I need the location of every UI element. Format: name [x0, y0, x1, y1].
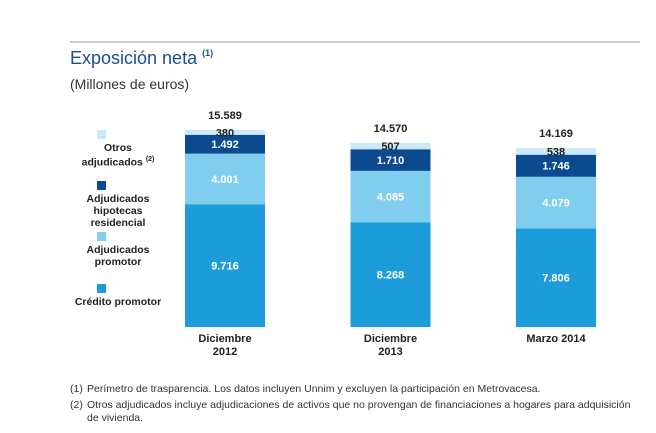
- legend-note: (2): [145, 156, 155, 163]
- footnote-text: Otros adjudicados incluye adjudicaciones…: [87, 399, 631, 424]
- legend-swatch: [97, 232, 106, 241]
- legend-swatch: [97, 130, 106, 139]
- value-label: 7.806: [542, 273, 570, 285]
- footnote: (2) Otros adjudicados incluye adjudicacio…: [70, 399, 645, 425]
- legend-item: Adjudicados promotor: [73, 232, 163, 268]
- legend-label: Adjudicados promotor: [86, 244, 150, 268]
- legend-label: Crédito promotor: [74, 296, 162, 308]
- footnote: (1) Perímetro de trasparencia. Los datos …: [70, 383, 645, 396]
- value-label: 1.492: [211, 139, 239, 151]
- legend-text: Adjudicados hipotecas residencial: [73, 193, 163, 229]
- title-note: (1): [202, 48, 214, 58]
- legend-text: Crédito promotor: [73, 296, 163, 308]
- value-label: 1.710: [377, 155, 405, 167]
- footnote-text: Perímetro de trasparencia. Los datos inc…: [87, 383, 541, 395]
- legend-text: Otros adjudicados (2): [73, 142, 163, 169]
- legend-item: Crédito promotor: [73, 284, 163, 308]
- bar-segment: [516, 147, 596, 155]
- legend-item: Adjudicados hipotecas residencial: [73, 181, 163, 229]
- bar-segment: [350, 149, 431, 171]
- bar-segment: [350, 142, 431, 150]
- legend-swatch: [97, 181, 106, 190]
- value-label: 380: [216, 127, 234, 139]
- subtitle: (Millones de euros): [70, 76, 190, 92]
- value-label: 507: [381, 141, 399, 153]
- x-tick-label: Marzo 2014: [526, 333, 586, 345]
- total-label: 15.589: [208, 110, 242, 122]
- x-tick-label: Diciembre 2012: [198, 333, 252, 358]
- value-label: 538: [547, 146, 565, 158]
- bar-segment: [516, 176, 596, 229]
- x-tick-label: Diciembre 2013: [363, 333, 418, 358]
- bar-segment: [350, 222, 431, 327]
- value-label: 4.085: [377, 192, 405, 204]
- value-label: 1.746: [542, 161, 570, 173]
- bar-segment: [185, 204, 265, 327]
- value-label: 9.716: [211, 261, 239, 273]
- total-label: 14.570: [374, 123, 408, 135]
- footnote-marker: (2): [70, 399, 83, 411]
- chart-title: Exposición neta: [70, 48, 198, 68]
- bar-segment: [350, 170, 431, 223]
- bar-segment: [516, 228, 596, 327]
- legend-swatch: [97, 284, 106, 293]
- bar-segment: [516, 154, 596, 177]
- legend-text: Adjudicados promotor: [73, 244, 163, 268]
- bar-segment: [185, 130, 265, 135]
- bar-segment: [185, 153, 265, 205]
- value-label: 4.001: [211, 174, 239, 186]
- footnote-marker: (1): [70, 383, 83, 395]
- bar-segment: [185, 134, 265, 154]
- legend-label: Otros adjudicados: [81, 142, 143, 169]
- legend-item: Otros adjudicados (2): [73, 130, 163, 169]
- title-block: Exposición neta (1): [70, 48, 213, 69]
- value-label: 8.268: [377, 270, 405, 282]
- legend-label: Adjudicados hipotecas residencial: [86, 193, 150, 229]
- total-label: 14.169: [539, 128, 573, 140]
- value-label: 4.079: [542, 197, 570, 209]
